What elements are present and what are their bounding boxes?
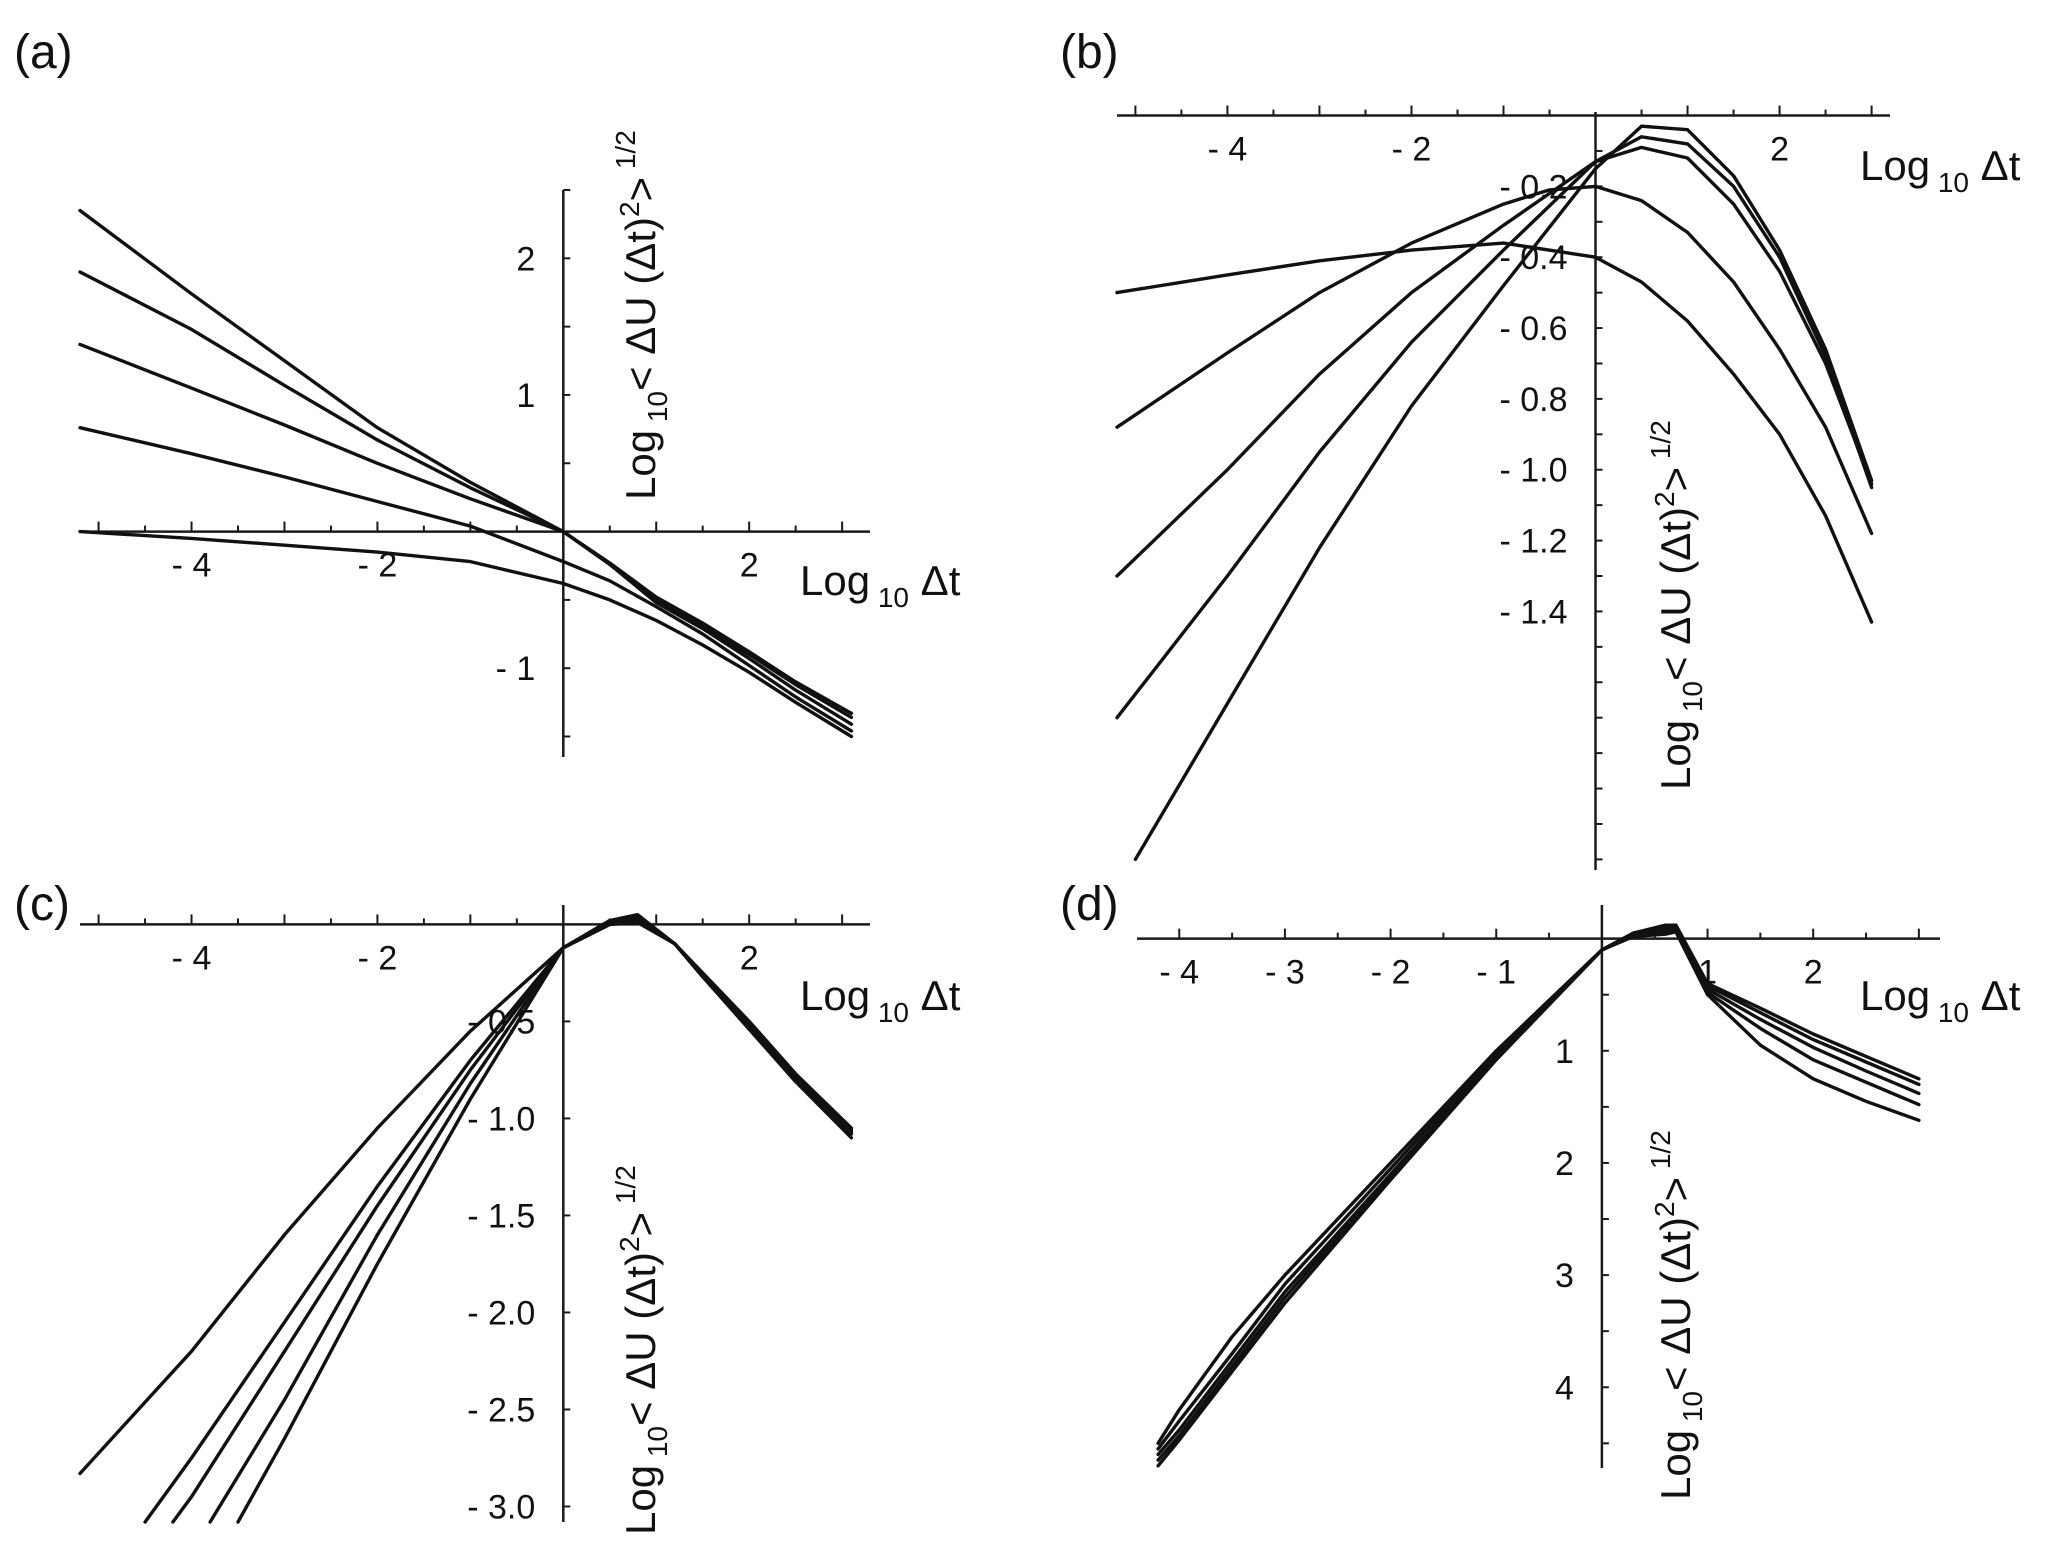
y-tick-label: 1 bbox=[1555, 1033, 1574, 1071]
y-tick-label: - 1 bbox=[496, 650, 536, 688]
y-axis-label: Log 10< ΔU (Δt)2> 1/2 bbox=[610, 130, 673, 500]
x-tick-label: - 1 bbox=[1476, 954, 1516, 992]
x-tick-label: 2 bbox=[740, 939, 759, 977]
x-tick-label: - 4 bbox=[1159, 954, 1199, 992]
y-tick-label: - 1.0 bbox=[1499, 452, 1567, 490]
panel-label: (a) bbox=[14, 26, 73, 79]
y-axis-label: Log 10< ΔU (Δt)2> 1/2 bbox=[1645, 1130, 1708, 1500]
y-tick-label: - 3.0 bbox=[467, 1488, 535, 1526]
series-line-4 bbox=[78, 426, 854, 733]
series-line-5 bbox=[1133, 124, 1874, 862]
series-line-4 bbox=[1115, 135, 1874, 720]
series-line-2 bbox=[1156, 923, 1921, 1451]
series-line-5 bbox=[236, 913, 854, 1524]
series-line-3 bbox=[78, 342, 854, 726]
x-axis-label: Log 10 Δt bbox=[1860, 142, 2021, 198]
y-axis-label: Log 10< ΔU (Δt)2> 1/2 bbox=[610, 1165, 673, 1535]
x-tick-label: - 2 bbox=[1392, 131, 1432, 169]
x-tick-label: 2 bbox=[1770, 131, 1789, 169]
series-line-1 bbox=[78, 208, 854, 715]
x-tick-label: - 4 bbox=[172, 939, 212, 977]
x-tick-label: 2 bbox=[740, 547, 759, 585]
x-tick-label: - 4 bbox=[172, 547, 212, 585]
y-tick-label: 4 bbox=[1555, 1369, 1574, 1407]
x-tick-label: - 2 bbox=[358, 939, 398, 977]
x-axis-label: Log 10 Δt bbox=[800, 557, 961, 613]
y-tick-label: - 0.8 bbox=[1499, 381, 1567, 419]
series-line-1 bbox=[1156, 923, 1921, 1445]
series-line-3 bbox=[1156, 925, 1921, 1457]
x-axis-label: Log 10 Δt bbox=[800, 972, 961, 1028]
panel-label: (b) bbox=[1060, 26, 1119, 79]
y-tick-label: - 0.6 bbox=[1499, 310, 1567, 348]
series-line-3 bbox=[1115, 145, 1874, 578]
panel-c: - 4- 2 2- 0.5- 1.0- 1.5- 2.0- 2.5- 3.0(c)… bbox=[14, 878, 961, 1535]
y-tick-label: - 1.2 bbox=[1499, 523, 1567, 561]
series-line-1 bbox=[78, 920, 854, 1476]
y-tick-label: - 2.0 bbox=[467, 1294, 535, 1332]
y-tick-label: - 2.5 bbox=[467, 1391, 535, 1429]
x-axis-label: Log 10 Δt bbox=[1860, 972, 2021, 1028]
x-tick-label: - 4 bbox=[1208, 131, 1248, 169]
series-line-1 bbox=[1115, 241, 1874, 624]
x-tick-label: 2 bbox=[1804, 954, 1823, 992]
series-line-5 bbox=[1156, 930, 1921, 1468]
series-line-5 bbox=[78, 529, 854, 739]
y-tick-label: 1 bbox=[516, 377, 535, 415]
y-axis-label: Log 10< ΔU (Δt)2> 1/2 bbox=[1645, 420, 1708, 790]
x-tick-label: - 3 bbox=[1265, 954, 1305, 992]
panel-b: - 4- 2 2- 0.2- 0.4- 0.6- 0.8- 1.0- 1.2- 1… bbox=[1060, 26, 2021, 870]
y-tick-label: - 1.4 bbox=[1499, 593, 1567, 631]
y-tick-label: - 1.5 bbox=[467, 1197, 535, 1235]
series-line-2 bbox=[1115, 184, 1874, 536]
y-tick-label: 3 bbox=[1555, 1257, 1574, 1295]
x-tick-label: - 2 bbox=[1371, 954, 1411, 992]
y-tick-label: - 1.0 bbox=[467, 1100, 535, 1138]
panel-label: (c) bbox=[14, 878, 70, 931]
y-tick-label: 2 bbox=[1555, 1145, 1574, 1183]
y-tick-label: 2 bbox=[516, 240, 535, 278]
panel-label: (d) bbox=[1060, 878, 1119, 931]
